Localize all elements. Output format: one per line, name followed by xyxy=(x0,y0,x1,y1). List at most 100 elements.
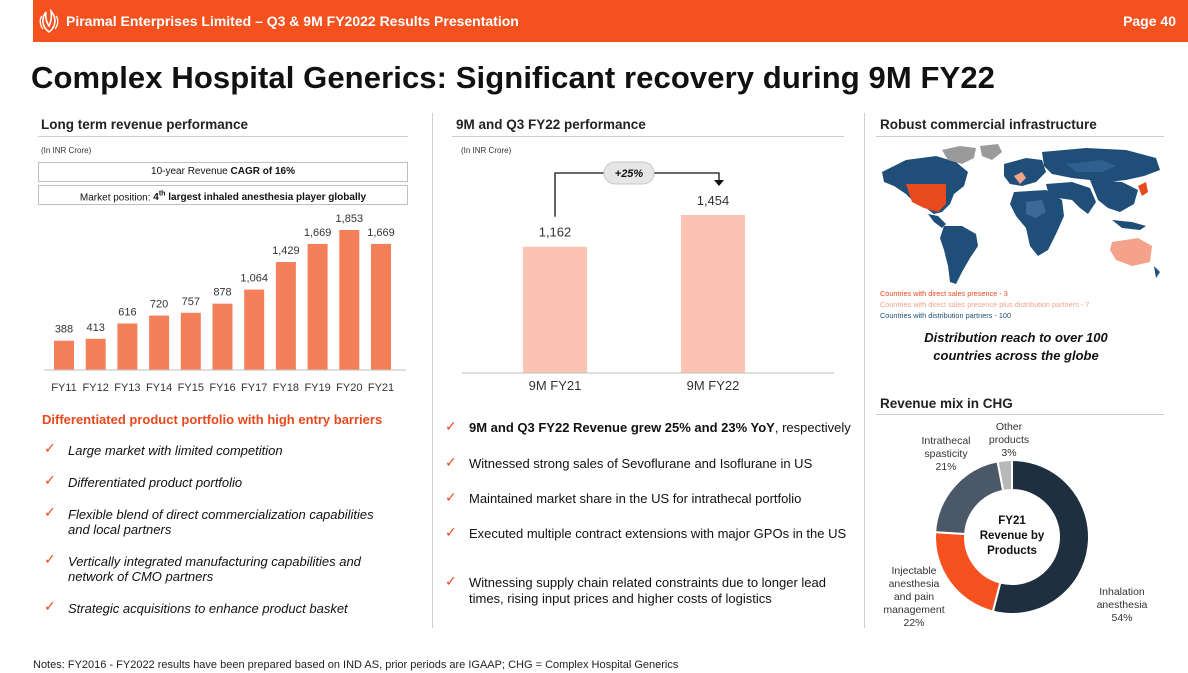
revenue-x-tick: FY19 xyxy=(304,382,330,394)
middle-bullet-item: ✓ Executed multiple contract extensions … xyxy=(445,524,855,542)
presentation-title: Piramal Enterprises Limited – Q3 & 9M FY… xyxy=(66,13,519,29)
donut-slice-label: anesthesia xyxy=(889,578,940,590)
revenue-bar-fy14 xyxy=(149,315,170,370)
check-icon: ✓ xyxy=(44,504,56,520)
left-bullet-text: Differentiated product portfolio xyxy=(68,475,243,490)
header-bar xyxy=(33,0,1188,42)
revenue-bar-fy20 xyxy=(339,230,360,370)
middle-units-note: (In INR Crore) xyxy=(461,146,512,155)
performance-x-tick: 9M FY21 xyxy=(529,378,582,393)
donut-slice-label: 22% xyxy=(903,617,924,629)
revenue-bar-label: 757 xyxy=(182,296,200,308)
check-icon: ✓ xyxy=(44,440,56,456)
world-map-continents xyxy=(882,144,1160,284)
map-legend: Countries with direct sales presence - 3… xyxy=(880,289,1170,320)
middle-bullet-text: Witnessed strong sales of Sevoflurane an… xyxy=(469,456,813,471)
legend-direct-sales: Countries with direct sales presence - 3 xyxy=(880,289,1008,298)
revenue-x-tick: FY18 xyxy=(273,382,299,394)
donut-slice-label: Inhalation xyxy=(1099,586,1145,598)
slide-title: Complex Hospital Generics: Significant r… xyxy=(31,60,996,95)
donut-slice-label: 54% xyxy=(1111,612,1132,624)
check-icon: ✓ xyxy=(44,598,56,614)
donut-center-label: Revenue by xyxy=(980,530,1045,542)
growth-arrow-icon xyxy=(714,180,724,186)
donut-slice-label: management xyxy=(883,604,944,616)
check-icon: ✓ xyxy=(44,551,56,567)
revenue-mix-donut-chart: FY21 Revenue by Products Inhalation anesthes… xyxy=(883,421,1147,629)
column-divider-left xyxy=(432,113,433,628)
revenue-bar-fy11 xyxy=(54,340,74,370)
check-icon: ✓ xyxy=(445,454,457,470)
revenue-bar-label: 1,429 xyxy=(272,245,300,257)
left-bullet-text: Strategic acquisitions to enhance produc… xyxy=(68,601,348,616)
cagr-box: 10-year Revenue CAGR of 16% xyxy=(38,162,408,182)
left-bullet-item: ✓ Differentiated product portfolio xyxy=(44,473,404,491)
revenue-x-tick: FY12 xyxy=(83,382,109,394)
revenue-bar-fy13 xyxy=(117,323,138,370)
performance-x-tick: 9M FY22 xyxy=(687,378,740,393)
left-bullet-text: Flexible blend of direct commercializati… xyxy=(68,507,374,537)
left-panel-heading: Long term revenue performance xyxy=(41,117,249,132)
left-bullet-item: ✓ Vertically integrated manufacturing ca… xyxy=(44,551,404,585)
donut-slice-label: Intrathecal xyxy=(921,435,970,447)
performance-bar-9m-fy22 xyxy=(681,215,745,373)
donut-slice-label: 3% xyxy=(1001,447,1016,459)
performance-bar-label: 1,162 xyxy=(539,225,572,240)
check-icon: ✓ xyxy=(445,489,457,505)
revenue-x-tick: FY16 xyxy=(209,382,235,394)
left-bullet-item: ✓ Strategic acquisitions to enhance prod… xyxy=(44,598,404,617)
donut-slice-label: Other xyxy=(996,421,1023,433)
revenue-bar-label: 1,669 xyxy=(304,227,332,239)
donut-slice-inhalation-anesthesia xyxy=(991,458,1090,615)
performance-bar-label: 1,454 xyxy=(697,193,730,208)
revenue-x-tick: FY14 xyxy=(146,382,172,394)
middle-bullet-item: ✓ Witnessed strong sales of Sevoflurane … xyxy=(445,454,855,472)
growth-label: +25% xyxy=(615,168,644,180)
legend-direct-plus-partners: Countries with direct sales presence plu… xyxy=(880,300,1090,309)
revenue-x-tick: FY17 xyxy=(241,382,267,394)
market-rank-suffix: th xyxy=(158,191,166,198)
right-panel-heading: Robust commercial infrastructure xyxy=(880,117,1097,132)
middle-bullet-item: ✓ Witnessing supply chain related constr… xyxy=(445,573,855,607)
left-subheading: Differentiated product portfolio with hi… xyxy=(42,412,383,427)
revenue-bar-label: 878 xyxy=(213,287,231,299)
donut-center-label: FY21 xyxy=(998,515,1026,527)
donut-slice-label: products xyxy=(989,434,1029,446)
market-rank: 4 xyxy=(153,192,159,204)
revenue-bar-fy18 xyxy=(275,262,296,370)
left-bullet-item: ✓ Large market with limited competition xyxy=(44,440,404,459)
cagr-value: CAGR of 16% xyxy=(230,166,295,177)
middle-bullet-bold: 9M and Q3 FY22 Revenue grew 25% and 23% … xyxy=(469,420,775,435)
revenue-bar-fy12 xyxy=(85,338,106,370)
revenue-x-tick: FY13 xyxy=(114,382,140,394)
right-heading-rule xyxy=(876,136,1164,137)
distribution-reach-line-2: countries across the globe xyxy=(933,348,1099,363)
left-bullet-item: ✓ Flexible blend of direct commercializa… xyxy=(44,504,404,538)
revenue-x-tick: FY15 xyxy=(178,382,204,394)
growth-pill xyxy=(603,161,655,185)
column-divider-right xyxy=(864,113,865,628)
distribution-reach-line-1: Distribution reach to over 100 xyxy=(924,330,1108,345)
revenue-bar-label: 1,853 xyxy=(336,213,364,225)
revenue-bar-label: 388 xyxy=(55,324,73,336)
piramal-logo-icon xyxy=(38,8,60,33)
donut-slice-label: 21% xyxy=(935,461,956,473)
left-units-note: (In INR Crore) xyxy=(41,146,92,155)
revenue-bar-fy16 xyxy=(212,303,233,370)
revenue-x-tick: FY21 xyxy=(368,382,394,394)
donut-slice-other-products xyxy=(996,458,1013,493)
middle-heading-rule xyxy=(452,136,844,137)
check-icon: ✓ xyxy=(445,573,457,589)
left-bullet-text: Vertically integrated manufacturing capa… xyxy=(68,554,361,584)
revenue-bar-fy17 xyxy=(244,289,265,370)
donut-center-label: Products xyxy=(987,545,1037,557)
revenue-mix-heading: Revenue mix in CHG xyxy=(880,396,1013,411)
revenue-x-tick: FY11 xyxy=(51,382,76,394)
donut-slice-label: and pain xyxy=(894,591,934,603)
left-heading-rule xyxy=(38,136,408,137)
market-suffix: largest inhaled anesthesia player global… xyxy=(165,192,367,204)
cagr-prefix: 10-year Revenue xyxy=(151,166,231,177)
donut-slice-label: Injectable xyxy=(892,565,937,577)
donut-slice-label: spasticity xyxy=(924,448,968,460)
check-icon: ✓ xyxy=(445,524,457,540)
